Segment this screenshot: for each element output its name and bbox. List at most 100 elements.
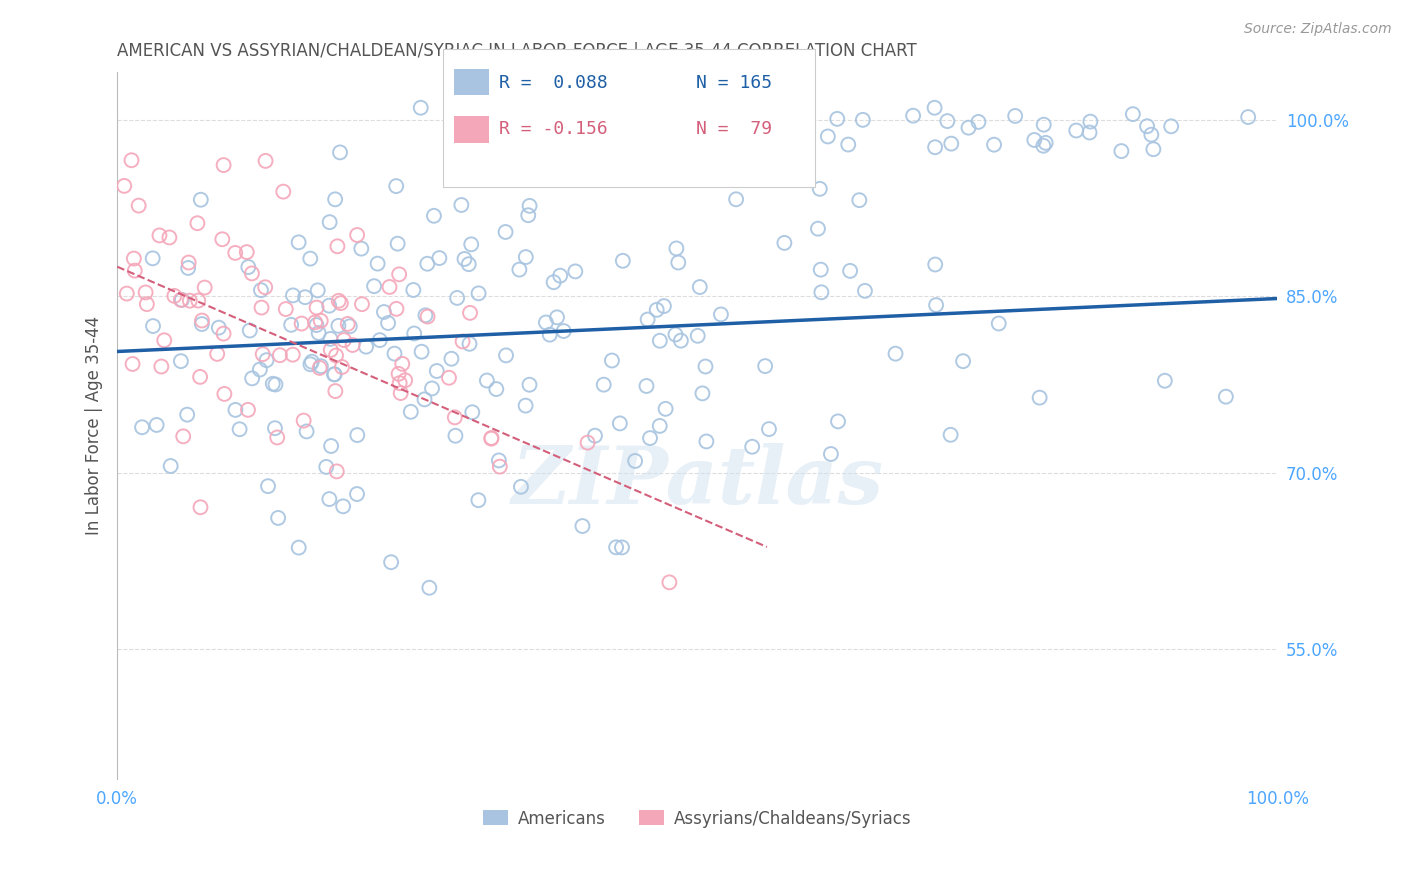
Point — [385, 179, 408, 194]
Point — [810, 262, 832, 277]
Point — [325, 384, 347, 398]
Point — [1032, 138, 1054, 153]
Point — [385, 301, 408, 316]
Point — [669, 334, 692, 348]
Point — [1160, 120, 1182, 134]
Point — [346, 227, 368, 242]
Point — [307, 284, 329, 298]
Point — [388, 367, 411, 381]
Point — [354, 340, 377, 354]
Point — [852, 112, 875, 127]
Point — [983, 137, 1005, 152]
Point — [553, 324, 575, 338]
Point — [689, 280, 711, 294]
Point — [479, 124, 502, 138]
Point — [1142, 142, 1164, 156]
Point — [176, 408, 198, 422]
Point — [517, 208, 540, 222]
Point — [292, 414, 315, 428]
Point — [941, 136, 963, 151]
Point — [450, 198, 472, 212]
Point — [299, 357, 322, 371]
Point — [384, 346, 406, 360]
Point — [413, 392, 436, 407]
Point — [256, 353, 278, 368]
Point — [443, 410, 465, 425]
Point — [329, 145, 352, 160]
Point — [291, 317, 314, 331]
Point — [112, 178, 135, 193]
Point — [346, 487, 368, 501]
Point — [766, 159, 789, 173]
Point — [287, 235, 309, 250]
Text: ZIPatlas: ZIPatlas — [512, 443, 883, 521]
Point — [271, 185, 294, 199]
Point — [648, 418, 671, 433]
Point — [318, 299, 340, 313]
Point — [319, 439, 342, 453]
Point — [444, 429, 467, 443]
Point — [967, 115, 990, 129]
Point — [695, 434, 717, 449]
Point — [451, 334, 474, 349]
Point — [924, 140, 946, 154]
Point — [810, 285, 832, 300]
Point — [488, 453, 510, 467]
Point — [515, 250, 537, 264]
Point — [409, 101, 432, 115]
Point — [754, 359, 776, 373]
Point — [142, 319, 165, 334]
Point — [479, 432, 502, 446]
Point — [274, 301, 297, 316]
Point — [131, 420, 153, 434]
Y-axis label: In Labor Force | Age 35-44: In Labor Force | Age 35-44 — [86, 316, 103, 535]
Point — [214, 387, 236, 401]
Point — [179, 293, 201, 308]
Point — [936, 114, 959, 128]
Point — [624, 454, 647, 468]
Point — [308, 326, 330, 340]
Point — [583, 428, 606, 442]
Point — [658, 575, 681, 590]
Point — [467, 286, 489, 301]
Point — [695, 359, 717, 374]
Point — [350, 242, 373, 256]
Point — [773, 235, 796, 250]
Point — [457, 257, 479, 271]
Point — [807, 221, 830, 235]
Point — [159, 458, 181, 473]
Point — [330, 359, 353, 374]
Point — [654, 401, 676, 416]
Point — [191, 313, 214, 327]
Point — [519, 199, 541, 213]
Point — [254, 280, 277, 294]
Point — [458, 336, 481, 351]
Point — [264, 421, 287, 435]
Point — [238, 260, 260, 274]
Point — [363, 279, 385, 293]
Point — [267, 511, 290, 525]
Point — [1136, 120, 1159, 134]
Point — [373, 305, 395, 319]
Point — [612, 253, 634, 268]
Point — [925, 298, 948, 312]
Point — [208, 320, 231, 334]
Text: N = 165: N = 165 — [696, 74, 772, 92]
Point — [172, 429, 194, 443]
Point — [548, 268, 571, 283]
Point — [508, 262, 530, 277]
Point — [576, 435, 599, 450]
Point — [224, 403, 246, 417]
Point — [1035, 136, 1057, 150]
Point — [326, 464, 349, 478]
Point — [394, 373, 416, 387]
Point — [884, 346, 907, 360]
Point — [515, 399, 537, 413]
Point — [1004, 109, 1026, 123]
Point — [328, 318, 350, 333]
Point — [488, 459, 510, 474]
Point — [485, 382, 508, 396]
Point — [853, 284, 876, 298]
Point — [135, 297, 157, 311]
Point — [333, 333, 356, 347]
